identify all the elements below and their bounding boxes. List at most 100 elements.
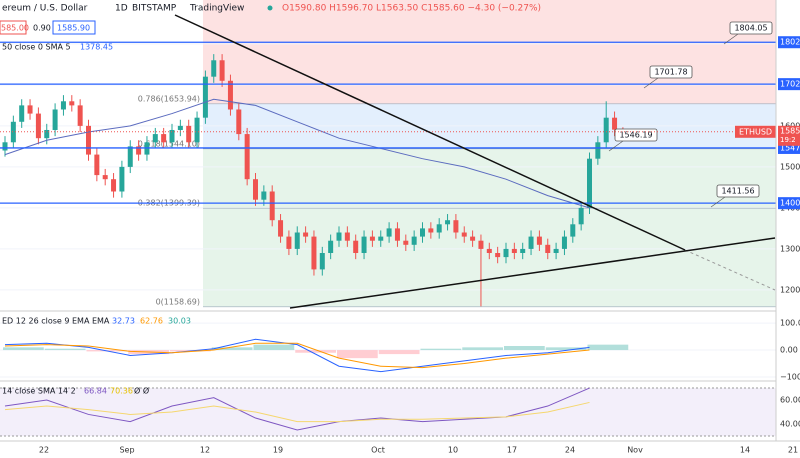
level-box bbox=[729, 21, 773, 35]
y-tick-label: 1500 bbox=[780, 162, 800, 171]
fib-label: 0(1158.69) bbox=[156, 297, 200, 306]
candle-body bbox=[102, 175, 108, 180]
candle-body bbox=[403, 240, 409, 245]
candle-body bbox=[486, 248, 492, 254]
candle-body bbox=[420, 228, 425, 237]
candle-body bbox=[353, 240, 359, 254]
fib-label: 0.786(1653.94) bbox=[138, 94, 200, 103]
histogram-bar bbox=[462, 347, 503, 351]
candle-body bbox=[445, 220, 451, 225]
brand: TradingView bbox=[189, 4, 244, 14]
rsi-line bbox=[4, 401, 590, 423]
candle-body bbox=[253, 179, 258, 200]
candle-body bbox=[520, 248, 526, 254]
y-tick-label: 100.00 bbox=[780, 319, 800, 328]
y-tick-label: 40.00 bbox=[780, 420, 800, 429]
x-tick-label: 14 bbox=[740, 446, 750, 455]
candle-body bbox=[136, 146, 142, 155]
level-box bbox=[716, 184, 760, 198]
callout bbox=[643, 77, 659, 89]
candle-body bbox=[545, 244, 551, 254]
candle-body bbox=[127, 146, 133, 167]
candle-body bbox=[60, 101, 66, 110]
sma-label: 50 close 0 SMA 5 bbox=[2, 43, 71, 52]
candle-body bbox=[603, 117, 609, 143]
candle-body bbox=[227, 80, 233, 110]
candle-body bbox=[186, 125, 192, 143]
candle-body bbox=[44, 129, 50, 139]
candle-body bbox=[436, 224, 442, 233]
buy-button[interactable] bbox=[52, 20, 96, 35]
candle-body bbox=[378, 236, 384, 241]
x-tick-label: 22 bbox=[39, 446, 49, 455]
candle-body bbox=[511, 248, 517, 254]
candle-body bbox=[386, 228, 392, 237]
price-tag bbox=[778, 125, 800, 146]
symbol-tag bbox=[735, 125, 776, 138]
x-tick-label: Oct bbox=[371, 446, 385, 455]
candle-body bbox=[77, 105, 83, 126]
candle-body bbox=[286, 236, 292, 249]
histogram-bar bbox=[253, 344, 295, 351]
status-dot bbox=[267, 5, 273, 11]
candle-body bbox=[269, 191, 275, 221]
candle-body bbox=[394, 228, 400, 241]
candle-body bbox=[161, 134, 167, 143]
candle-body bbox=[570, 224, 576, 237]
fib-zone-low bbox=[203, 148, 776, 307]
candle-body bbox=[311, 236, 317, 270]
macd-label: ED 12 26 close 9 EMA EMA bbox=[2, 317, 110, 326]
histogram-bar bbox=[504, 346, 545, 351]
candle-body bbox=[336, 232, 342, 241]
x-tick-label: 17 bbox=[507, 446, 517, 455]
candle-body bbox=[328, 240, 334, 254]
level-box bbox=[614, 128, 658, 142]
y-tick-label: 1300 bbox=[780, 244, 800, 253]
candle-body bbox=[503, 248, 509, 258]
histogram-bar bbox=[378, 350, 420, 355]
ask: 1585.90 bbox=[57, 24, 90, 33]
candle-body bbox=[595, 142, 601, 159]
candle-body bbox=[587, 158, 592, 208]
level-value: 1701.78 bbox=[654, 68, 687, 77]
candle-body bbox=[211, 60, 217, 77]
histogram-bar bbox=[44, 348, 86, 351]
y-tick-label: 1200 bbox=[780, 285, 800, 294]
histogram-bar bbox=[337, 350, 378, 359]
axis-tag bbox=[778, 36, 800, 49]
callout bbox=[710, 196, 726, 208]
candle-body bbox=[236, 109, 242, 135]
candle-body bbox=[35, 113, 41, 139]
histogram-bar bbox=[295, 350, 336, 353]
candle-body bbox=[261, 191, 267, 200]
rsi-tail: Ø Ø bbox=[134, 386, 149, 396]
axis-tag-label: 1702 bbox=[780, 80, 800, 89]
x-tick-label: 12 bbox=[200, 446, 210, 455]
macd-readout: 62.76 bbox=[140, 317, 163, 326]
callout bbox=[608, 140, 624, 152]
candle-body bbox=[461, 232, 467, 237]
axis-tag bbox=[778, 197, 800, 210]
x-tick-label: 24 bbox=[565, 446, 575, 455]
x-tick-label: 10 bbox=[448, 446, 458, 455]
candle-body bbox=[202, 76, 208, 118]
candle-body bbox=[361, 236, 367, 254]
sell-button[interactable] bbox=[0, 20, 27, 35]
rsi-readout: 66.84 bbox=[84, 387, 107, 396]
interval: 1D bbox=[115, 4, 128, 14]
candle-body bbox=[578, 207, 584, 225]
x-tick-label: Nov bbox=[627, 446, 643, 455]
exchange: BITSTAMP bbox=[132, 4, 177, 14]
level-value: 1411.56 bbox=[721, 187, 754, 196]
fib-zone-top bbox=[203, 0, 776, 104]
y-tick-label: −100.00 bbox=[780, 373, 800, 382]
histogram-bar bbox=[587, 344, 629, 351]
spread: 0.90 bbox=[33, 24, 51, 33]
axis-tag-label: 1400 bbox=[780, 199, 800, 208]
rsi-label: 14 close SMA 14 2 bbox=[2, 387, 76, 396]
level-value: 1804.05 bbox=[734, 24, 767, 33]
countdown: 19:2 bbox=[780, 136, 796, 144]
trendline-down bbox=[174, 14, 686, 251]
